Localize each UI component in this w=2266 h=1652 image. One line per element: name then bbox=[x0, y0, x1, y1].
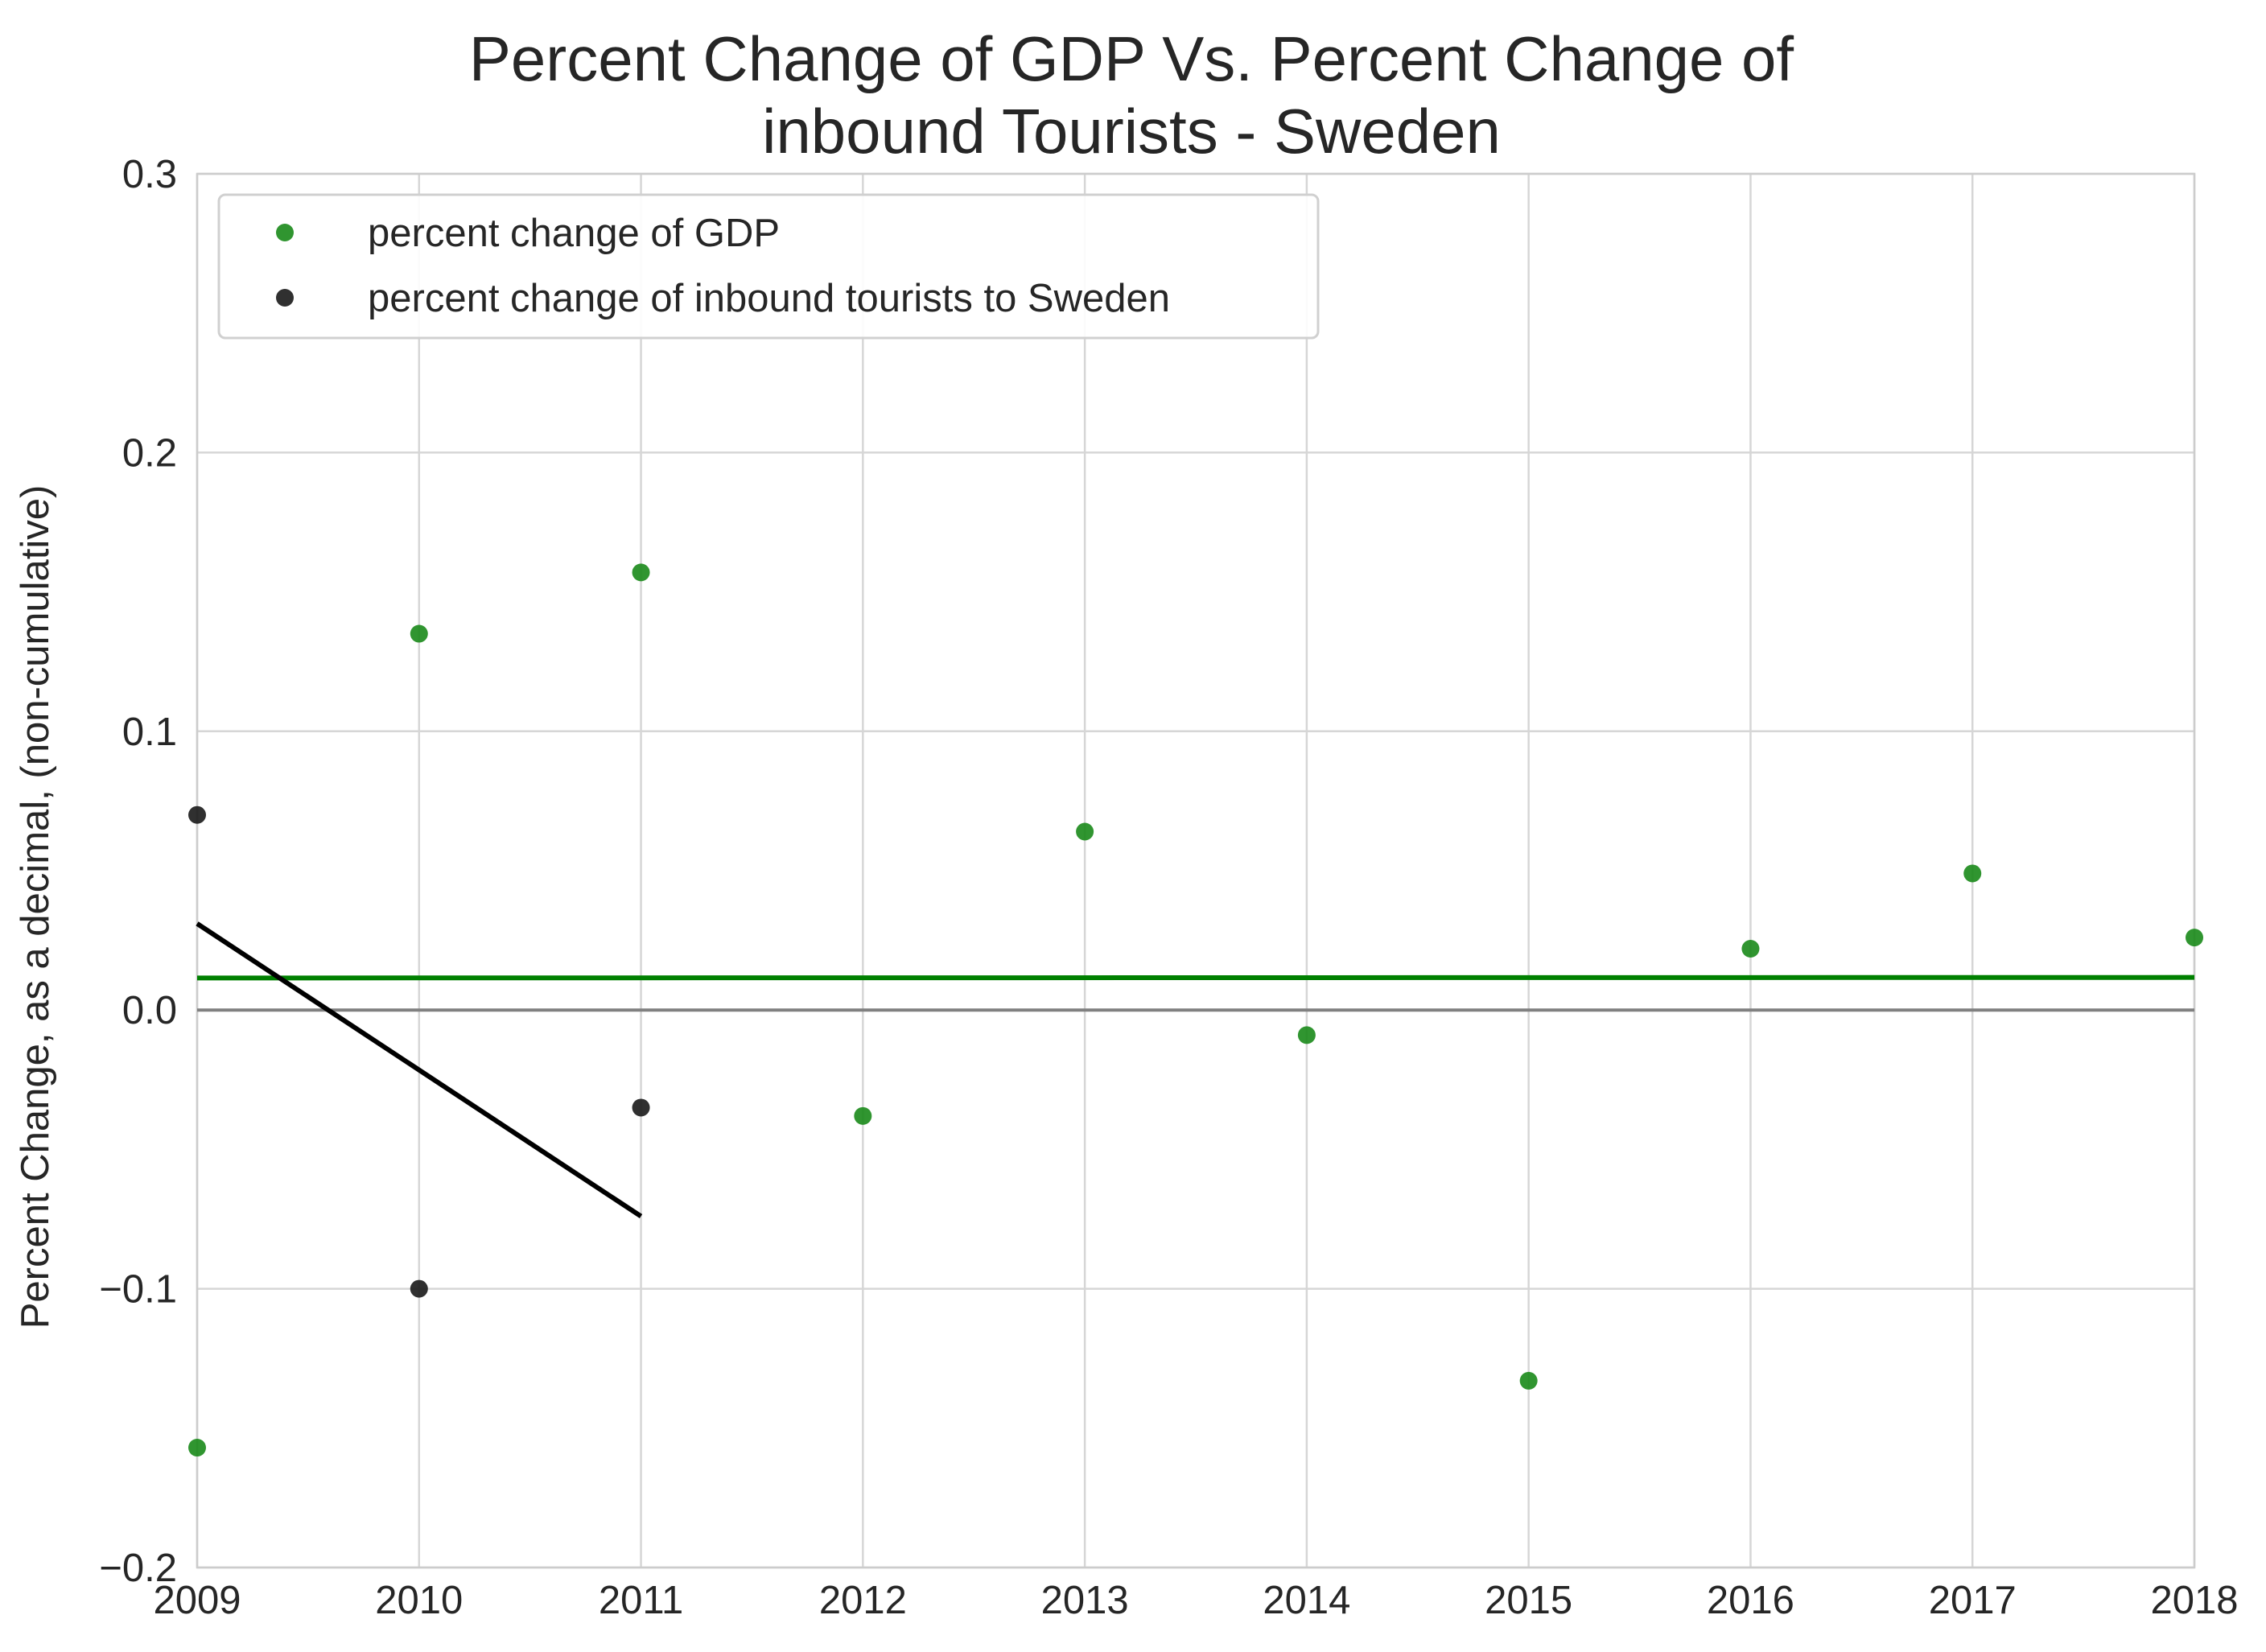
y-tick-label: −0.1 bbox=[99, 1268, 177, 1312]
data-points bbox=[188, 563, 2203, 1457]
y-tick-label: 0.0 bbox=[122, 989, 177, 1032]
x-tick-label: 2013 bbox=[1041, 1579, 1129, 1622]
chart-title-line-1: Percent Change of GDP Vs. Percent Change… bbox=[469, 23, 1794, 94]
x-tick-label: 2012 bbox=[819, 1579, 907, 1622]
plot-border bbox=[196, 172, 2196, 1569]
tourists-point bbox=[632, 1098, 650, 1117]
legend-marker-gdp bbox=[276, 224, 294, 241]
y-tick-label: 0.1 bbox=[122, 711, 177, 754]
legend: percent change of GDP percent change of … bbox=[217, 193, 1320, 340]
gdp-point bbox=[854, 1106, 872, 1125]
y-tick-label: 0.2 bbox=[122, 431, 177, 475]
y-axis-label: Percent Change, as a decimal, (non-cumul… bbox=[14, 485, 57, 1329]
x-tick-label: 2009 bbox=[153, 1579, 241, 1622]
plot-frame bbox=[196, 172, 2196, 1569]
gdp-point bbox=[1076, 822, 1094, 841]
y-axis-ticks: −0.2 −0.1 0.0 0.1 0.2 0.3 bbox=[99, 153, 177, 1590]
trend-lines bbox=[196, 921, 2195, 1219]
x-tick-label: 2015 bbox=[1485, 1579, 1572, 1622]
chart-title: Percent Change of GDP Vs. Percent Change… bbox=[469, 23, 1794, 167]
gdp-point bbox=[410, 624, 428, 643]
x-axis-ticks: 2009 2010 2011 2012 2013 2014 2015 2016 2017 2018 bbox=[153, 1579, 2238, 1622]
x-tick-label: 2014 bbox=[1263, 1579, 1350, 1622]
legend-marker-tourists bbox=[276, 289, 294, 307]
x-tick-label: 2010 bbox=[375, 1579, 463, 1622]
legend-label-gdp: percent change of GDP bbox=[368, 212, 780, 255]
gdp-point bbox=[1963, 864, 1982, 883]
y-tick-label: 0.3 bbox=[122, 153, 177, 196]
gdp-point bbox=[2186, 929, 2203, 947]
tourists-point bbox=[410, 1279, 428, 1298]
x-tick-label: 2017 bbox=[1929, 1579, 2017, 1622]
gdp-point bbox=[1297, 1026, 1316, 1044]
legend-box bbox=[217, 193, 1320, 340]
gridlines bbox=[196, 172, 2196, 1569]
gdp-point bbox=[1519, 1371, 1538, 1390]
chart-title-line-2: inbound Tourists - Sweden bbox=[762, 96, 1501, 167]
gdp-point bbox=[188, 1439, 206, 1457]
tourists-point bbox=[188, 805, 206, 824]
gdp-point bbox=[1741, 939, 1760, 958]
gdp-point bbox=[632, 563, 650, 582]
x-tick-label: 2018 bbox=[2150, 1579, 2238, 1622]
y-tick-label: −0.2 bbox=[99, 1547, 177, 1590]
x-tick-label: 2011 bbox=[599, 1579, 683, 1622]
legend-label-tourists: percent change of inbound tourists to Sw… bbox=[368, 277, 1170, 320]
tourists-trend-line bbox=[196, 921, 643, 1219]
x-tick-label: 2016 bbox=[1707, 1579, 1794, 1622]
